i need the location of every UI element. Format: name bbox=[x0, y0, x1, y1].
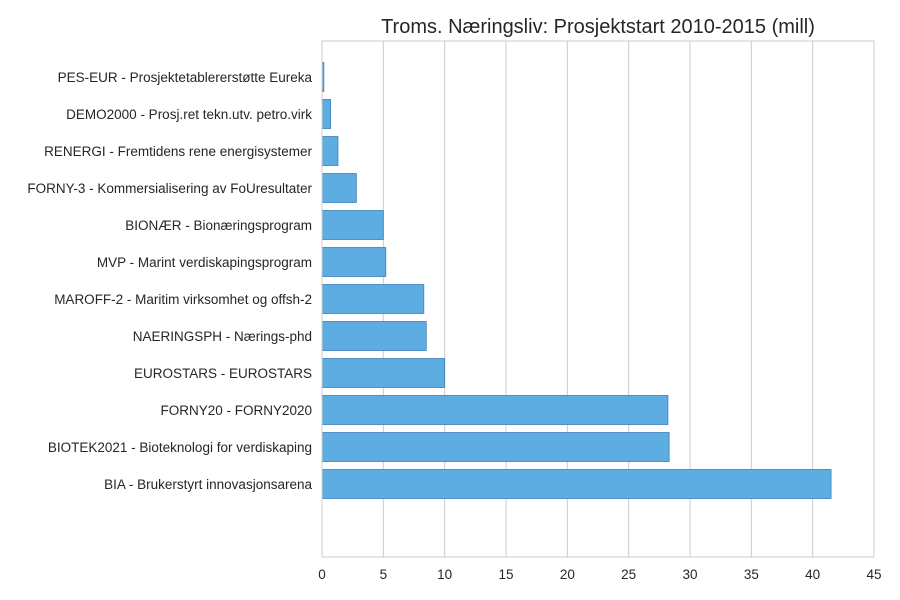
x-tick-label: 10 bbox=[437, 567, 452, 582]
bar bbox=[321, 284, 425, 314]
category-label: MAROFF-2 - Maritim virksomhet og offsh-2 bbox=[54, 292, 312, 307]
category-label: BIOTEK2021 - Bioteknologi for verdiskapi… bbox=[48, 440, 312, 455]
x-tick-label: 25 bbox=[621, 567, 636, 582]
x-tick-label: 45 bbox=[866, 567, 881, 582]
x-tick-label: 30 bbox=[682, 567, 697, 582]
category-label: RENERGI - Fremtidens rene energisystemer bbox=[44, 144, 312, 159]
category-label: NAERINGSPH - Nærings-phd bbox=[133, 329, 312, 344]
category-label: FORNY20 - FORNY2020 bbox=[160, 403, 312, 418]
category-label: BIA - Brukerstyrt innovasjonsarena bbox=[104, 477, 312, 492]
x-tick-labels: 0 5 10 15 20 25 30 35 40 45 bbox=[318, 567, 881, 582]
bar bbox=[321, 210, 384, 240]
bar bbox=[321, 469, 832, 499]
category-label: PES-EUR - Prosjektetablererstøtte Eureka bbox=[58, 70, 313, 85]
bars bbox=[321, 62, 832, 499]
bar bbox=[321, 136, 339, 166]
x-tick-label: 20 bbox=[560, 567, 575, 582]
x-tick-label: 0 bbox=[318, 567, 326, 582]
bar bbox=[321, 395, 669, 425]
category-label: FORNY-3 - Kommersialisering av FoUresult… bbox=[27, 181, 312, 196]
bar bbox=[321, 321, 427, 351]
x-tick-label: 5 bbox=[380, 567, 388, 582]
bar bbox=[321, 99, 331, 129]
x-tick-label: 40 bbox=[805, 567, 820, 582]
category-label: MVP - Marint verdiskapingsprogram bbox=[97, 255, 312, 270]
category-label: EUROSTARS - EUROSTARS bbox=[134, 366, 312, 381]
bar bbox=[321, 247, 387, 277]
chart-title: Troms. Næringsliv: Prosjektstart 2010-20… bbox=[381, 16, 815, 38]
category-label: BIONÆR - Bionæringsprogram bbox=[125, 218, 312, 233]
category-label: DEMO2000 - Prosj.ret tekn.utv. petro.vir… bbox=[66, 107, 312, 122]
bar bbox=[321, 358, 446, 388]
x-tick-label: 15 bbox=[498, 567, 513, 582]
category-labels: BIA - Brukerstyrt innovasjonsarena BIOTEK… bbox=[27, 70, 312, 492]
x-tick-label: 35 bbox=[744, 567, 759, 582]
bar bbox=[321, 432, 670, 462]
plot-frame bbox=[321, 40, 875, 558]
bar bbox=[321, 173, 357, 203]
